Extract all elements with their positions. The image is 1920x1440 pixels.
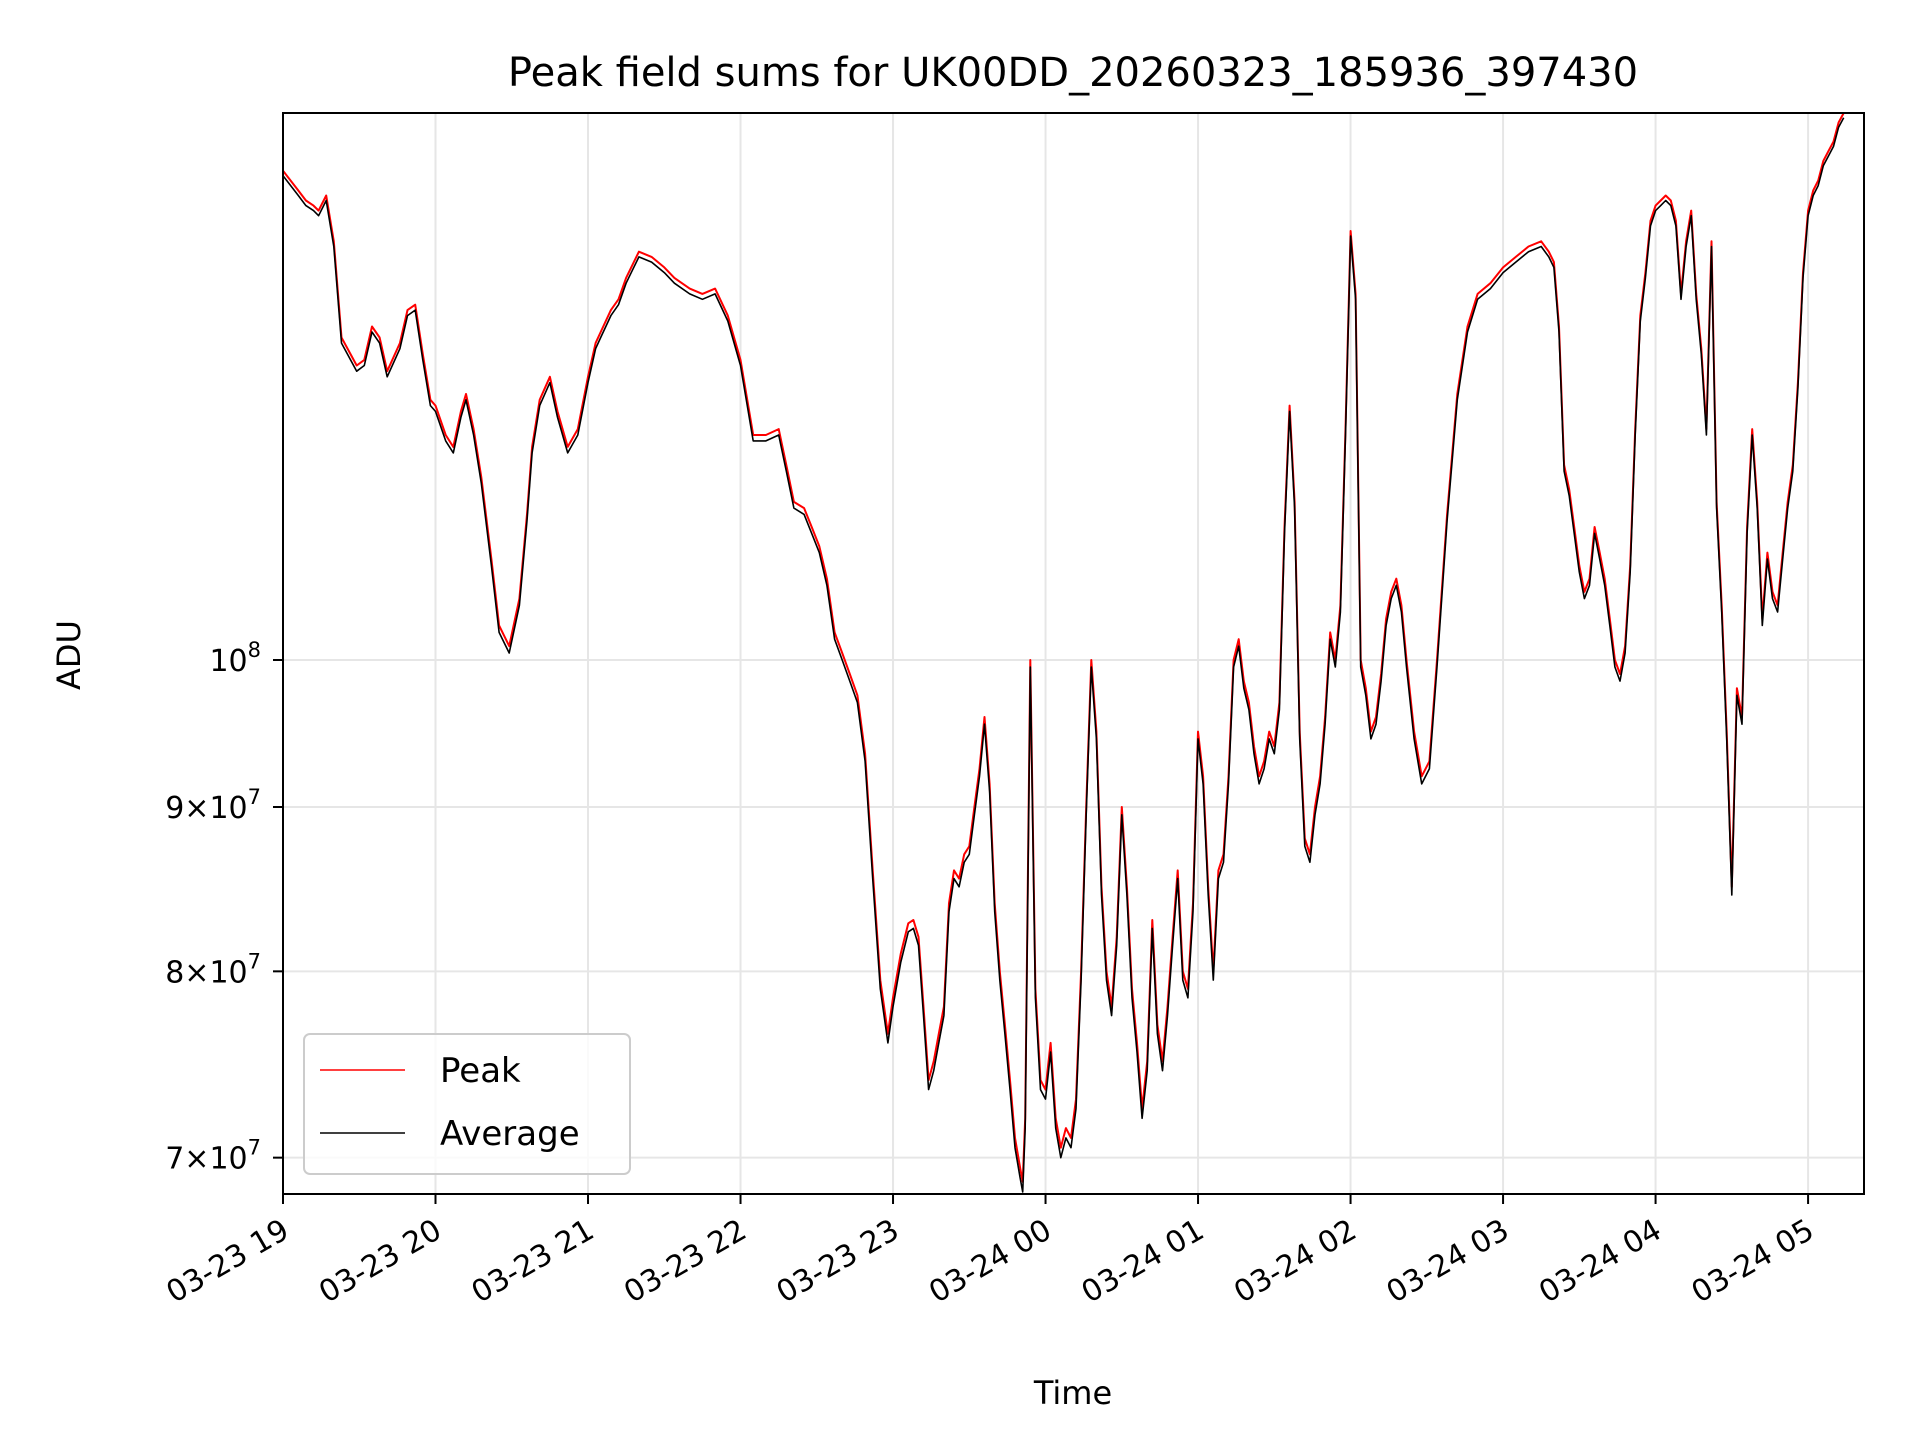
legend-label-peak: Peak [440, 1051, 521, 1091]
legend-box [303, 1033, 631, 1175]
series-layer [283, 113, 1845, 1193]
series-line-average [283, 117, 1845, 1193]
plot-frame [282, 112, 1865, 1195]
grid [282, 113, 1864, 1194]
legend-label-average: Average [440, 1114, 580, 1154]
y-tick-label: 7×107 [165, 1136, 261, 1177]
legend: Peak Average [303, 1033, 631, 1175]
y-tick-label: 8×107 [165, 949, 261, 990]
x-axis-label: Time [1033, 1374, 1112, 1412]
chart-title: Peak field sums for UK00DD_20260323_1859… [508, 50, 1638, 96]
y-tick-label: 108 [209, 638, 261, 679]
y-tick-label: 9×107 [165, 785, 261, 826]
y-axis: 7×107 8×107 9×107 108 [165, 638, 283, 1177]
y-axis-label: ADU [50, 620, 88, 690]
